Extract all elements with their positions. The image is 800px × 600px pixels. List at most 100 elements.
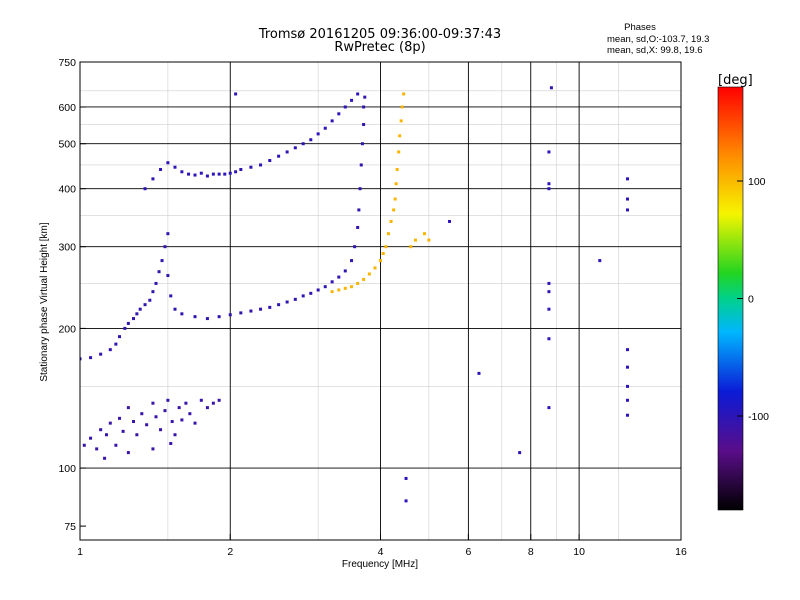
data-point [170, 420, 174, 424]
data-point [217, 172, 221, 176]
data-point [80, 357, 82, 361]
data-point [132, 317, 136, 321]
data-point [625, 365, 629, 369]
data-point [547, 150, 551, 154]
data-point [114, 342, 118, 346]
data-point [123, 326, 127, 330]
data-point [400, 105, 404, 109]
data-point [211, 401, 215, 405]
y-tick-label: 500 [58, 139, 76, 151]
data-point [547, 290, 551, 294]
data-point [249, 165, 253, 169]
data-point [379, 259, 382, 263]
data-point [399, 119, 403, 123]
data-point [427, 238, 431, 242]
data-point [549, 86, 553, 90]
data-point [343, 269, 347, 273]
data-point [193, 421, 197, 425]
data-point [166, 274, 170, 278]
data-point [132, 420, 136, 424]
data-point [285, 300, 289, 304]
data-point [234, 170, 238, 174]
x-tick-label: 6 [465, 546, 471, 558]
data-point [309, 138, 313, 142]
data-point [199, 171, 203, 175]
data-point [625, 197, 629, 201]
data-point [126, 406, 130, 410]
data-point [330, 280, 334, 284]
phases-heading: Phases [624, 22, 656, 33]
data-point [259, 163, 263, 167]
data-point [393, 197, 397, 201]
data-point [625, 413, 629, 417]
x-axis-label: Frequency [MHz] [342, 559, 418, 570]
data-point [268, 305, 272, 309]
data-point [205, 174, 209, 178]
data-point [309, 291, 313, 295]
data-point [160, 259, 164, 263]
data-point [151, 401, 155, 405]
data-point [177, 406, 181, 410]
data-point [99, 352, 103, 356]
data-point [330, 119, 334, 123]
data-point [316, 132, 320, 136]
data-point [625, 398, 629, 402]
data-point [323, 126, 327, 130]
data-point [163, 245, 167, 249]
data-point [143, 187, 147, 191]
data-point [138, 307, 142, 311]
data-point [188, 412, 192, 416]
data-point [337, 275, 341, 279]
y-tick-label: 100 [58, 463, 76, 475]
data-point [82, 443, 86, 447]
data-point [159, 428, 163, 432]
data-point [350, 285, 354, 289]
data-point [547, 182, 551, 186]
y-axis-ticks: 75 100 200 300 400 500 600 750 [58, 57, 86, 533]
data-point [89, 356, 93, 360]
data-point [337, 288, 341, 292]
data-point [625, 348, 629, 352]
data-point [353, 245, 357, 249]
data-point [99, 428, 103, 432]
data-point [625, 208, 629, 212]
data-point [350, 259, 354, 263]
data-point [89, 436, 93, 440]
scatter-points [80, 86, 629, 503]
data-point [184, 401, 188, 405]
data-point [173, 165, 177, 169]
data-point [356, 92, 360, 96]
data-point [135, 433, 139, 437]
data-point [151, 177, 155, 181]
data-point [151, 290, 155, 294]
data-point [625, 177, 629, 181]
data-point [249, 309, 253, 313]
data-point [205, 406, 209, 410]
data-point [180, 418, 184, 422]
data-point [337, 112, 341, 116]
data-point [145, 423, 149, 427]
y-tick-label: 600 [58, 102, 76, 114]
data-point [239, 311, 243, 315]
data-point [199, 398, 203, 402]
data-point [239, 167, 243, 171]
data-point [121, 429, 125, 433]
colorbar-ticks: 100 0 -100 [737, 176, 769, 423]
data-point [362, 277, 366, 281]
data-point [293, 297, 297, 301]
data-point [163, 409, 167, 413]
data-point [151, 447, 155, 451]
y-tick-label: 750 [58, 57, 76, 69]
data-point [547, 406, 551, 410]
y-tick-label: 75 [64, 521, 76, 533]
data-point [413, 238, 417, 242]
data-point [404, 499, 408, 503]
data-point [234, 92, 238, 96]
data-point [193, 315, 197, 319]
data-point [395, 167, 399, 171]
data-point [173, 307, 177, 311]
data-point [323, 285, 327, 289]
phases-x-stats: mean, sd,X: 99.8, 19.6 [607, 45, 703, 56]
data-point [373, 266, 377, 270]
x-tick-label: 4 [378, 546, 384, 558]
